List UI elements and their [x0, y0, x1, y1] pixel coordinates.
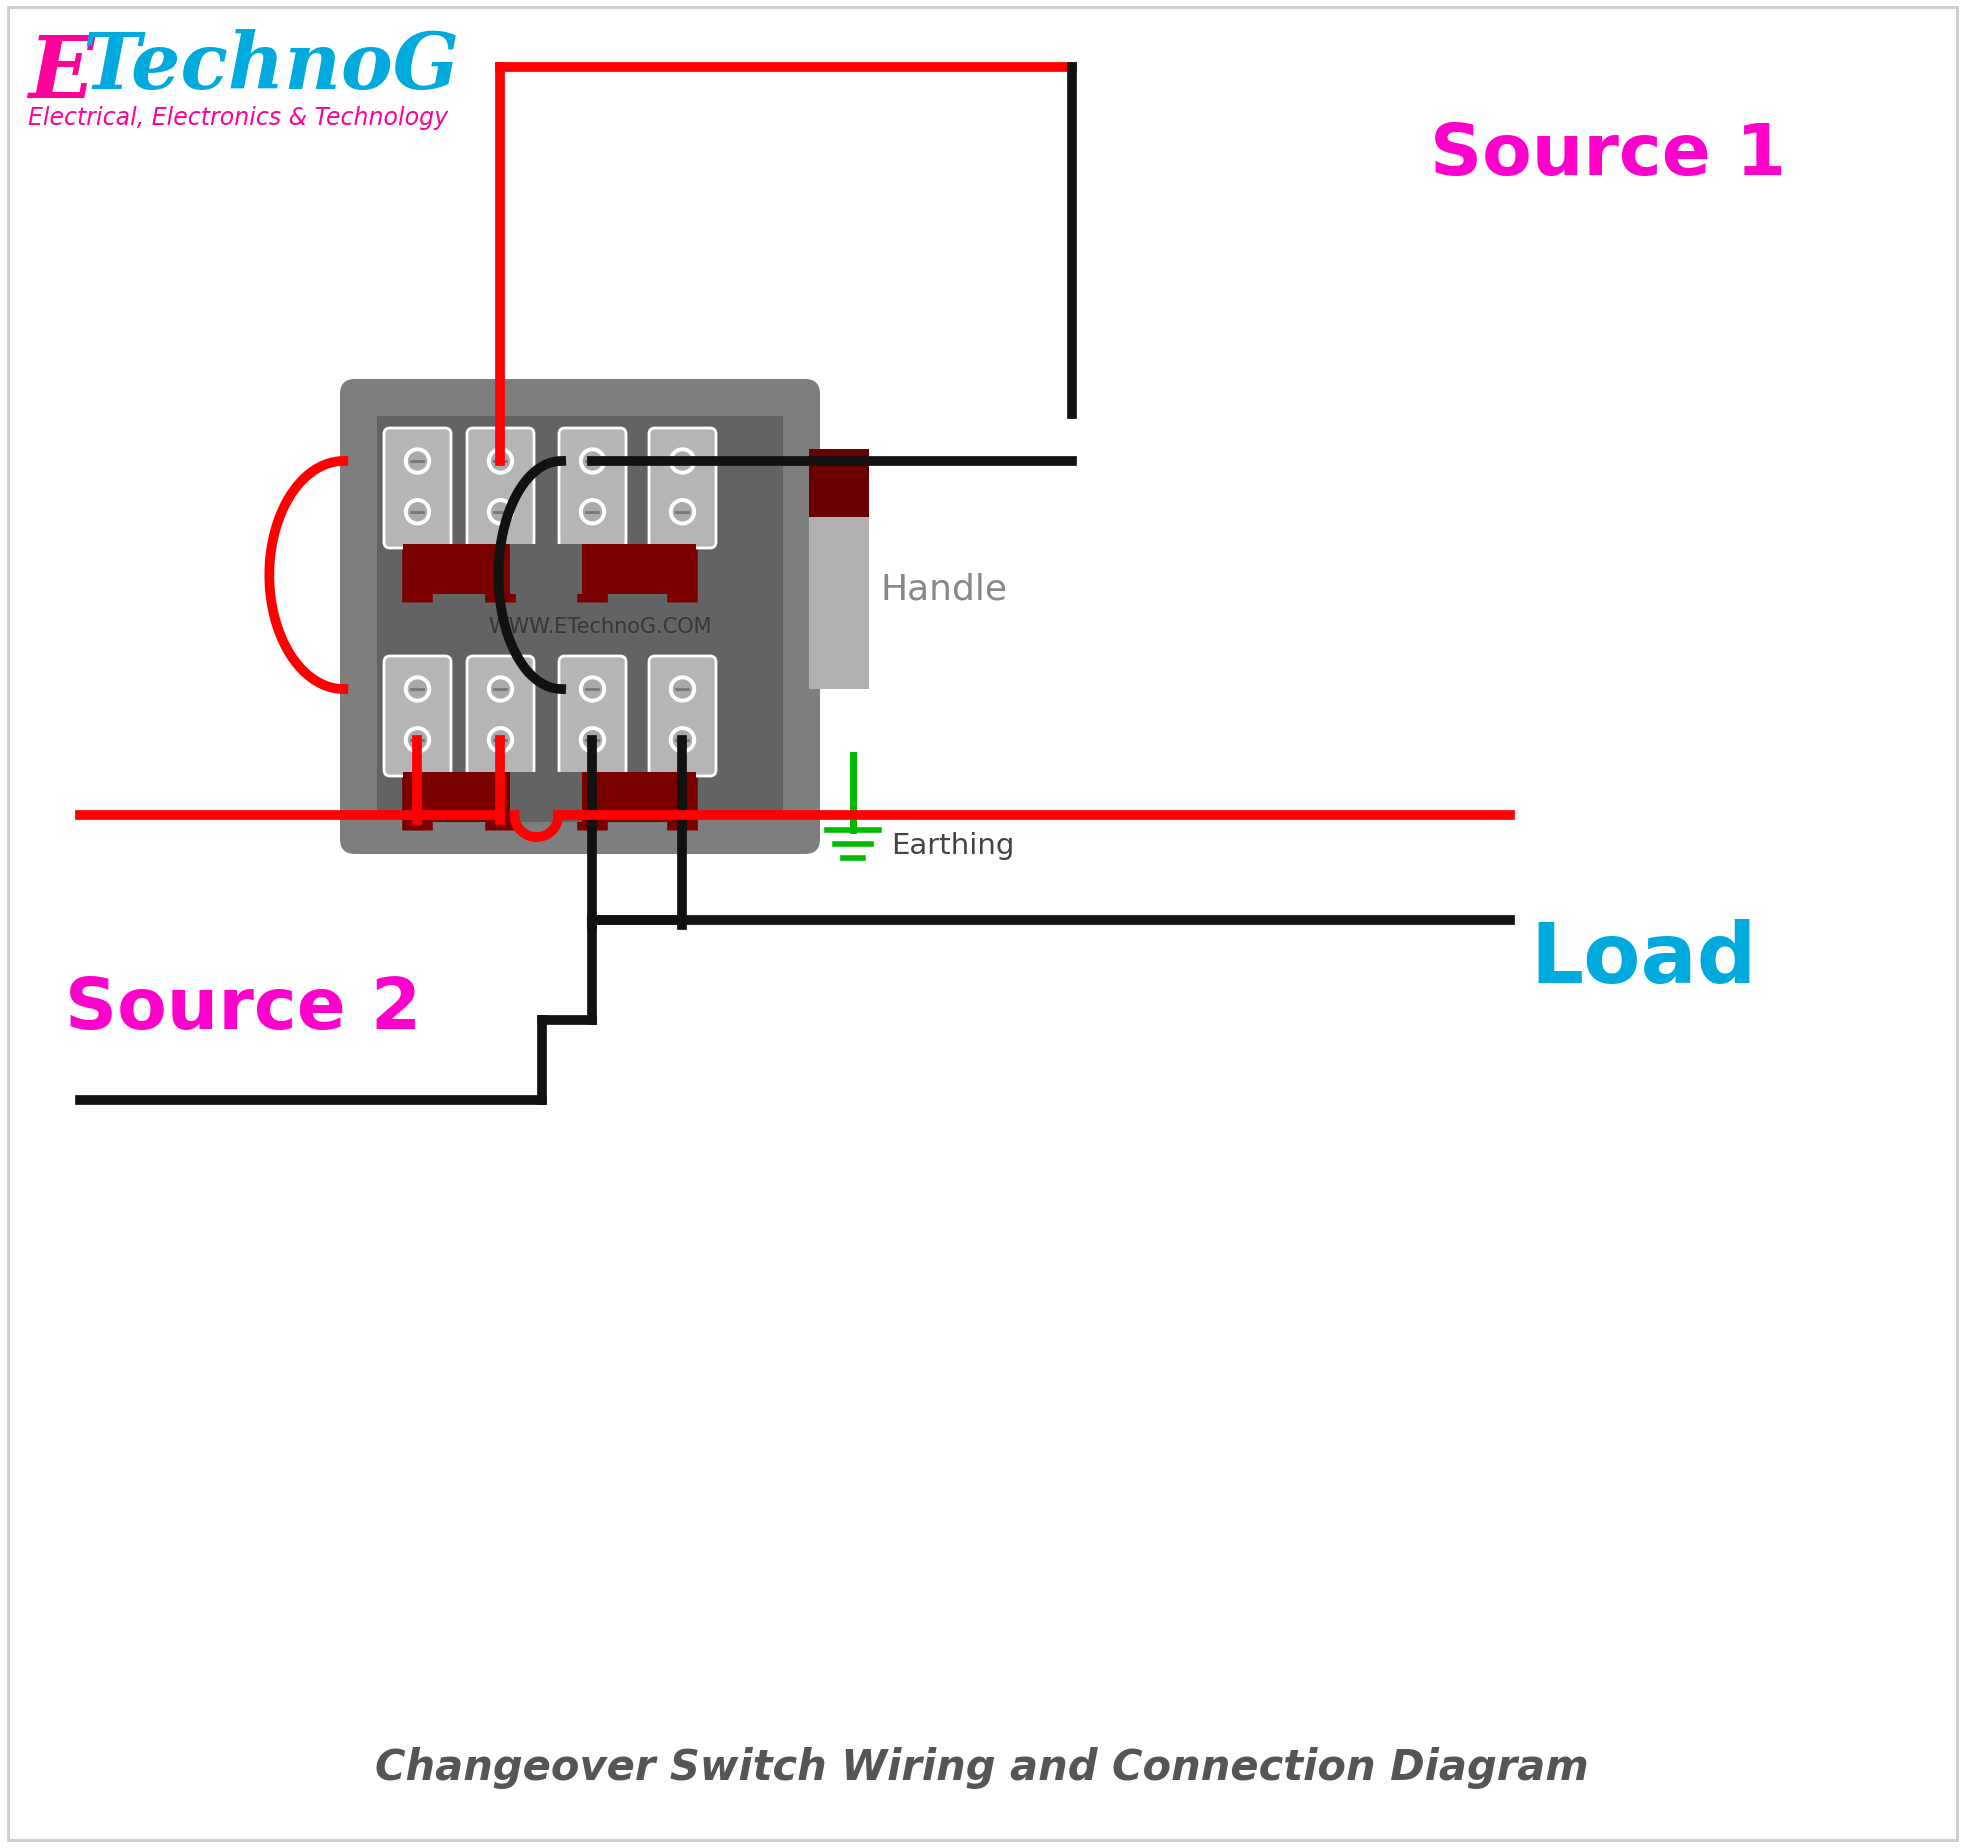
Bar — [511, 772, 581, 822]
Circle shape — [579, 449, 605, 475]
Circle shape — [670, 499, 695, 525]
Text: Handle: Handle — [880, 573, 1008, 606]
Text: E: E — [27, 31, 94, 115]
FancyBboxPatch shape — [383, 656, 452, 776]
FancyBboxPatch shape — [558, 656, 627, 776]
Circle shape — [674, 453, 691, 471]
Circle shape — [405, 449, 430, 475]
Circle shape — [674, 503, 691, 521]
Circle shape — [579, 728, 605, 754]
Circle shape — [583, 732, 601, 748]
FancyBboxPatch shape — [648, 429, 715, 549]
Circle shape — [579, 676, 605, 702]
Text: Electrical, Electronics & Technology: Electrical, Electronics & Technology — [27, 105, 448, 129]
Circle shape — [583, 680, 601, 699]
Circle shape — [491, 732, 509, 748]
FancyBboxPatch shape — [558, 429, 627, 549]
Circle shape — [491, 680, 509, 699]
FancyBboxPatch shape — [340, 381, 819, 854]
Bar — [377, 418, 782, 817]
FancyBboxPatch shape — [467, 429, 534, 549]
Bar — [403, 545, 695, 595]
Circle shape — [409, 453, 426, 471]
Text: Load: Load — [1530, 918, 1756, 1000]
Bar — [403, 772, 695, 822]
Text: Source 1: Source 1 — [1430, 120, 1785, 188]
Circle shape — [674, 732, 691, 748]
Circle shape — [487, 449, 513, 475]
Circle shape — [409, 503, 426, 521]
Circle shape — [405, 676, 430, 702]
Circle shape — [579, 499, 605, 525]
Text: Changeover Switch Wiring and Connection Diagram: Changeover Switch Wiring and Connection … — [375, 1746, 1589, 1789]
Circle shape — [674, 680, 691, 699]
Bar — [511, 545, 581, 595]
Circle shape — [670, 449, 695, 475]
Circle shape — [670, 728, 695, 754]
Bar — [809, 449, 868, 689]
Circle shape — [583, 453, 601, 471]
Circle shape — [670, 676, 695, 702]
FancyBboxPatch shape — [467, 656, 534, 776]
Circle shape — [583, 503, 601, 521]
Bar — [809, 449, 868, 517]
FancyBboxPatch shape — [383, 429, 452, 549]
Text: Earthing: Earthing — [890, 832, 1013, 859]
Circle shape — [405, 499, 430, 525]
Circle shape — [405, 728, 430, 754]
Circle shape — [487, 676, 513, 702]
Circle shape — [491, 503, 509, 521]
Text: TechnoG: TechnoG — [82, 30, 460, 105]
Circle shape — [487, 728, 513, 754]
Text: Source 2: Source 2 — [65, 976, 420, 1044]
Circle shape — [487, 499, 513, 525]
Circle shape — [409, 732, 426, 748]
Circle shape — [491, 453, 509, 471]
Text: WWW.ETechnoG.COM: WWW.ETechnoG.COM — [487, 617, 711, 638]
Circle shape — [409, 680, 426, 699]
FancyBboxPatch shape — [648, 656, 715, 776]
